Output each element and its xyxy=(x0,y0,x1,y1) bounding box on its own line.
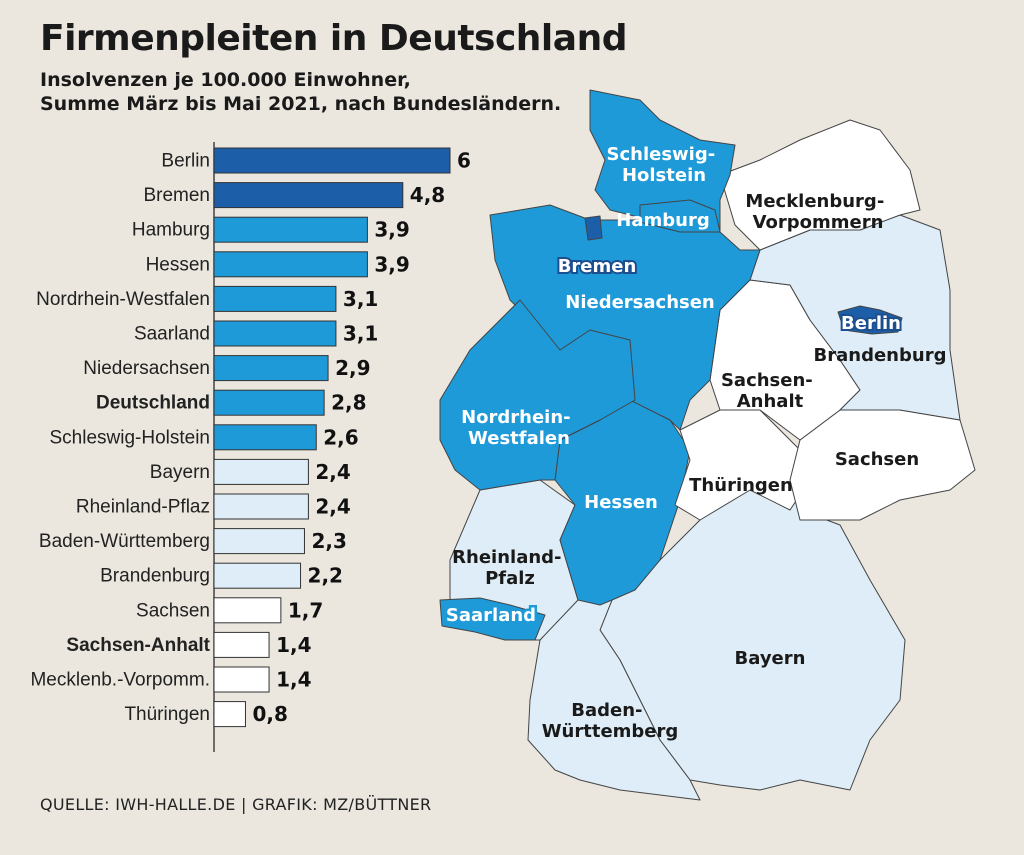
category-label-berlin: Berlin xyxy=(161,151,210,172)
map-label-bw-2: Württemberg xyxy=(542,721,679,742)
category-label-th-ringen: Thüringen xyxy=(124,704,210,725)
value-label-berlin: 6,0 xyxy=(457,149,470,173)
map-label-schleswig-holstein: Schleswig- Holstein xyxy=(607,144,722,186)
category-label-mecklenb-vorpomm-: Mecklenb.-Vorpomm. xyxy=(30,670,210,691)
map-label-sachsen-anhalt: Sachsen- Anhalt xyxy=(721,370,819,412)
map-label-nrw-1: Nordrhein- xyxy=(461,407,571,428)
map-label-hessen: Hessen xyxy=(584,492,658,513)
bar-bayern xyxy=(213,458,309,485)
value-label-saarland: 3,1 xyxy=(343,322,378,346)
category-label-rheinland-pflaz: Rheinland-Pflaz xyxy=(76,497,210,518)
map-label-thueringen: Thüringen xyxy=(689,475,793,496)
bar-hessen xyxy=(213,251,368,278)
bar-brandenburg xyxy=(213,562,302,589)
category-label-sachsen-anhalt: Sachsen-Anhalt xyxy=(66,635,210,656)
value-label-nordrhein-westfalen: 3,1 xyxy=(343,287,378,311)
map-region-hamburg xyxy=(639,199,721,233)
category-label-schleswig-holstein: Schleswig-Holstein xyxy=(49,427,210,448)
value-label-hamburg: 3,9 xyxy=(374,218,409,242)
map-label-sachsen-anhalt-1: Sachsen- xyxy=(721,370,813,391)
map-label-brandenburg: Brandenburg xyxy=(814,345,947,366)
value-label-hessen: 3,9 xyxy=(374,252,409,276)
category-label-sachsen: Sachsen xyxy=(136,600,210,621)
category-label-bayern: Bayern xyxy=(150,462,210,483)
bar-saarland xyxy=(213,320,337,347)
map-label-schleswig-holstein-2: Holstein xyxy=(622,165,706,186)
map-label-nrw-2: Westfalen xyxy=(468,428,570,449)
map-label-berlin: Berlin xyxy=(841,313,901,334)
map-region-bremen xyxy=(584,215,603,241)
map-label-bayern: Bayern xyxy=(735,648,806,669)
value-label-rheinland-pflaz: 2,4 xyxy=(315,495,350,519)
value-label-schleswig-holstein: 2,6 xyxy=(323,425,358,449)
value-label-deutschland: 2,8 xyxy=(331,391,366,415)
bar-th-ringen xyxy=(213,701,246,728)
subtitle-line-2: Summe März bis Mai 2021, nach Bundesländ… xyxy=(40,93,562,115)
category-label-brandenburg: Brandenburg xyxy=(100,566,210,587)
bar-berlin xyxy=(213,147,451,174)
map-label-bw-1: Baden- xyxy=(571,700,642,721)
category-label-hamburg: Hamburg xyxy=(132,220,210,241)
map-label-niedersachsen: Niedersachsen xyxy=(565,292,715,313)
category-label-bremen: Bremen xyxy=(143,185,210,206)
map-label-baden-wuerttemberg: Baden- Württemberg xyxy=(542,700,679,742)
value-label-sachsen-anhalt: 1,4 xyxy=(276,633,311,657)
value-label-bremen: 4,8 xyxy=(410,183,445,207)
category-label-deutschland: Deutschland xyxy=(96,393,210,414)
map-region-saarland xyxy=(439,597,546,641)
bar-schleswig-holstein xyxy=(213,424,317,451)
bar-rheinland-pflaz xyxy=(213,493,309,520)
chart-title: Firmenpleiten in Deutschland xyxy=(40,18,627,59)
map-label-schleswig-holstein-1: Schleswig- xyxy=(607,144,716,165)
bar-niedersachsen xyxy=(213,355,329,382)
subtitle-line-1: Insolvenzen je 100.000 Einwohner, xyxy=(40,69,411,91)
bar-sachsen-anhalt xyxy=(213,631,270,658)
map-label-sachsen-anhalt-2: Anhalt xyxy=(737,391,804,412)
category-label-nordrhein-westfalen: Nordrhein-Westfalen xyxy=(36,289,210,310)
bar-hamburg xyxy=(213,216,368,243)
map-label-mv-1: Mecklenburg- xyxy=(745,191,884,212)
map-label-saarland: Saarland xyxy=(446,605,536,626)
bar-sachsen xyxy=(213,597,282,624)
map-region-nordrhein-westfalen xyxy=(439,299,636,491)
map-label-rp-2: Pfalz xyxy=(485,568,535,589)
bar-mecklenb-vorpomm- xyxy=(213,666,270,693)
bar-baden-w-rttemberg xyxy=(213,528,305,555)
bar-nordrhein-westfalen xyxy=(213,285,337,312)
map-label-rp-1: Rheinland- xyxy=(452,547,561,568)
bar-chart: Berlin 6,0 Bremen 4,8 Hamburg 3,9 Hessen 3,9 Nor… xyxy=(30,142,470,752)
map-label-rheinland-pfalz: Rheinland- Pfalz xyxy=(452,547,568,589)
category-label-niedersachsen: Niedersachsen xyxy=(83,358,210,379)
map-label-mecklenburg-vorpommern: Mecklenburg- Vorpommern xyxy=(745,191,890,233)
map-label-nordrhein-westfalen: Nordrhein- Westfalen xyxy=(461,407,577,449)
bar-deutschland xyxy=(213,389,325,416)
value-label-brandenburg: 2,2 xyxy=(308,564,343,588)
category-label-hessen: Hessen xyxy=(146,254,210,275)
map-label-sachsen: Sachsen xyxy=(835,449,919,470)
chart-subtitle: Insolvenzen je 100.000 Einwohner, Summe … xyxy=(40,68,561,116)
value-label-niedersachsen: 2,9 xyxy=(335,356,370,380)
value-label-sachsen: 1,7 xyxy=(288,598,323,622)
bar-group: Berlin 6,0 Bremen 4,8 Hamburg 3,9 Hessen 3,9 Nor… xyxy=(30,147,470,728)
source-credit: QUELLE: IWH-HALLE.DE | GRAFIK: MZ/BÜTTNE… xyxy=(40,795,432,814)
map-label-bremen: Bremen xyxy=(558,256,637,277)
value-label-baden-w-rttemberg: 2,3 xyxy=(311,529,346,553)
category-label-baden-w-rttemberg: Baden-Württemberg xyxy=(39,531,210,552)
value-label-mecklenb-vorpomm-: 1,4 xyxy=(276,668,311,692)
map-label-mv-2: Vorpommern xyxy=(753,212,884,233)
category-label-saarland: Saarland xyxy=(134,324,210,345)
map-region-schleswig-holstein xyxy=(589,89,736,233)
map-label-hamburg: Hamburg xyxy=(616,210,709,231)
value-label-bayern: 2,4 xyxy=(315,460,350,484)
bar-bremen xyxy=(213,182,404,209)
value-label-th-ringen: 0,8 xyxy=(252,702,287,726)
map-region-berlin xyxy=(837,305,903,335)
